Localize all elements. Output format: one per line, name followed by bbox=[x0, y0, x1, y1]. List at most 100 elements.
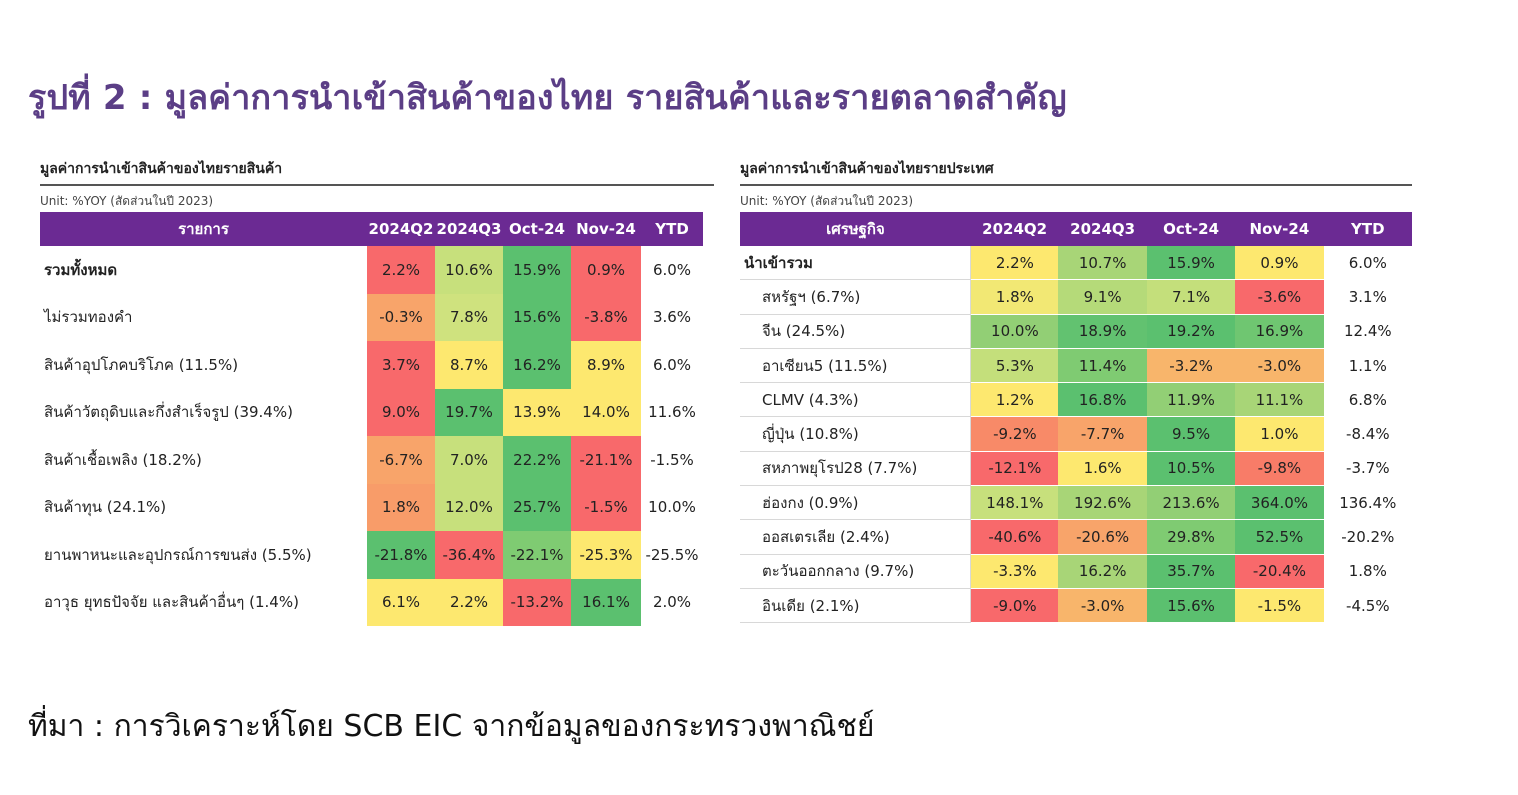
row-label: ญี่ปุ่น (10.8%) bbox=[740, 416, 972, 452]
product-import-table: รายการ 2024Q2 2024Q3 Oct-24 Nov-24 YTD รวมทั้… bbox=[40, 212, 703, 626]
heat-cell: -20.6% bbox=[1058, 519, 1147, 555]
row-label: CLMV (4.3%) bbox=[740, 382, 972, 418]
heat-cell: 29.8% bbox=[1146, 519, 1236, 555]
ytd-cell: 11.6% bbox=[648, 403, 696, 422]
row-label: สินค้าอุปโภคบริโภค (11.5%) bbox=[44, 355, 239, 374]
table-header-row: รายการ 2024Q2 2024Q3 Oct-24 Nov-24 YTD bbox=[40, 212, 703, 246]
figure-title: รูปที่ 2 : มูลค่าการนำเข้าสินค้าของไทย ร… bbox=[28, 78, 1067, 118]
heat-cell: 10.6% bbox=[435, 246, 503, 294]
heat-cell: -3.0% bbox=[1058, 588, 1147, 624]
heat-cell: 1.2% bbox=[970, 382, 1059, 418]
country-table-unit: Unit: %YOY (สัดส่วนในปี 2023) bbox=[740, 194, 914, 208]
column-header: Oct-24 bbox=[503, 212, 571, 246]
heat-cell: 192.6% bbox=[1058, 485, 1147, 521]
column-header: 2024Q3 bbox=[1058, 212, 1147, 246]
ytd-cell: 6.0% bbox=[652, 260, 692, 279]
table-row: สินค้าเชื้อเพลิง (18.2%) -6.7% 7.0% 22.2% -2… bbox=[40, 436, 703, 484]
column-header: 2024Q2 bbox=[367, 212, 435, 246]
heat-cell: 10.0% bbox=[970, 314, 1059, 349]
heat-cell: 16.8% bbox=[1058, 382, 1147, 418]
heat-cell: -1.5% bbox=[1235, 588, 1324, 624]
ytd-cell: 136.4% bbox=[1323, 485, 1412, 521]
heat-cell: -40.6% bbox=[970, 519, 1059, 555]
ytd-cell: 6.0% bbox=[1323, 246, 1412, 281]
heat-cell: 213.6% bbox=[1146, 485, 1236, 521]
row-label: ออสเตรเลีย (2.4%) bbox=[740, 519, 972, 555]
heat-cell: 10.5% bbox=[1146, 451, 1236, 487]
heat-cell: 19.7% bbox=[435, 388, 503, 436]
ytd-cell: 6.0% bbox=[652, 355, 692, 374]
heat-cell: 13.9% bbox=[503, 388, 571, 436]
column-header: Nov-24 bbox=[571, 212, 641, 246]
table-row: สินค้าอุปโภคบริโภค (11.5%) 3.7% 8.7% 16.2% 8… bbox=[40, 341, 703, 389]
heat-cell: 16.2% bbox=[1058, 554, 1147, 589]
heat-cell: 8.9% bbox=[571, 341, 641, 389]
heat-cell: 1.0% bbox=[1235, 416, 1324, 452]
heat-cell: 2.2% bbox=[970, 246, 1059, 281]
ytd-cell: 3.1% bbox=[1323, 279, 1412, 315]
row-label: สินค้าเชื้อเพลิง (18.2%) bbox=[44, 450, 202, 469]
column-header: 2024Q3 bbox=[435, 212, 503, 246]
row-label: รวมทั้งหมด bbox=[44, 260, 118, 279]
column-header: 2024Q2 bbox=[970, 212, 1059, 246]
heat-cell: 11.9% bbox=[1146, 382, 1236, 418]
heat-cell: -9.0% bbox=[970, 588, 1059, 624]
heat-cell: -22.1% bbox=[503, 531, 571, 579]
heat-cell: 2.2% bbox=[435, 578, 503, 626]
heat-cell: -36.4% bbox=[435, 531, 503, 579]
heat-cell: 16.9% bbox=[1235, 314, 1324, 349]
heat-cell: 0.9% bbox=[1235, 246, 1324, 281]
heat-cell: -3.3% bbox=[970, 554, 1059, 589]
table-row: CLMV (4.3%) 1.2% 16.8% 11.9% 11.1% 6.8% bbox=[740, 382, 1412, 418]
table-row: ญี่ปุ่น (10.8%) -9.2% -7.7% 9.5% 1.0% -8.4% bbox=[740, 416, 1412, 452]
heat-cell: 15.6% bbox=[1146, 588, 1236, 624]
column-header: YTD bbox=[1323, 212, 1412, 246]
column-header: Oct-24 bbox=[1146, 212, 1236, 246]
heat-cell: 5.3% bbox=[970, 348, 1059, 384]
heat-cell: 3.7% bbox=[367, 341, 435, 389]
ytd-cell: -8.4% bbox=[1323, 416, 1412, 452]
heat-cell: -3.6% bbox=[1235, 279, 1324, 315]
table-row: ออสเตรเลีย (2.4%) -40.6% -20.6% 29.8% 52.5% -… bbox=[740, 519, 1412, 555]
heat-cell: 14.0% bbox=[571, 388, 641, 436]
heat-cell: -1.5% bbox=[571, 483, 641, 531]
heat-cell: 16.1% bbox=[571, 578, 641, 626]
row-label: สหภาพยุโรป28 (7.7%) bbox=[740, 451, 972, 487]
row-label: อินเดีย (2.1%) bbox=[740, 588, 972, 624]
heat-cell: -20.4% bbox=[1235, 554, 1324, 589]
country-table-title: มูลค่าการนำเข้าสินค้าของไทยรายประเทศ bbox=[740, 158, 1412, 186]
row-label: นำเข้ารวม bbox=[740, 246, 972, 281]
table-row: ตะวันออกกลาง (9.7%) -3.3% 16.2% 35.7% -20.4%… bbox=[740, 554, 1412, 589]
product-import-panel: มูลค่าการนำเข้าสินค้าของไทยรายสินค้า Uni… bbox=[40, 158, 714, 626]
heat-cell: 22.2% bbox=[503, 436, 571, 484]
ytd-cell: 1.1% bbox=[1323, 348, 1412, 384]
table-row: ยานพาหนะและอุปกรณ์การขนส่ง (5.5%) -21.8% -… bbox=[40, 531, 703, 579]
row-label: สินค้าวัตถุดิบและกึ่งสำเร็จรูป (39.4%) bbox=[44, 403, 293, 422]
country-import-table: เศรษฐกิจ 2024Q2 2024Q3 Oct-24 Nov-24 YTD นำเข… bbox=[740, 212, 1412, 624]
table-row: จีน (24.5%) 10.0% 18.9% 19.2% 16.9% 12.4% bbox=[740, 314, 1412, 349]
heat-cell: -9.8% bbox=[1235, 451, 1324, 487]
ytd-cell: 6.8% bbox=[1323, 382, 1412, 418]
ytd-cell: -1.5% bbox=[650, 450, 694, 469]
ytd-cell: 2.0% bbox=[652, 593, 692, 612]
table-row: นำเข้ารวม 2.2% 10.7% 15.9% 0.9% 6.0% bbox=[740, 246, 1412, 281]
heat-cell: 7.0% bbox=[435, 436, 503, 484]
table-row: อาเซียน5 (11.5%) 5.3% 11.4% -3.2% -3.0% 1.1% bbox=[740, 348, 1412, 384]
table-row: อินเดีย (2.1%) -9.0% -3.0% 15.6% -1.5% -4.5% bbox=[740, 588, 1412, 624]
heat-cell: -13.2% bbox=[503, 578, 571, 626]
heat-cell: 0.9% bbox=[571, 246, 641, 294]
heat-cell: 364.0% bbox=[1235, 485, 1324, 521]
heat-cell: 2.2% bbox=[367, 246, 435, 294]
heat-cell: 7.8% bbox=[435, 293, 503, 341]
heat-cell: 1.6% bbox=[1058, 451, 1147, 487]
row-label: ตะวันออกกลาง (9.7%) bbox=[740, 554, 972, 589]
heat-cell: 18.9% bbox=[1058, 314, 1147, 349]
table-row: อาวุธ ยุทธปัจจัย และสินค้าอื่นๆ (1.4%) 6.… bbox=[40, 578, 703, 626]
heat-cell: -12.1% bbox=[970, 451, 1059, 487]
heat-cell: 8.7% bbox=[435, 341, 503, 389]
heat-cell: 16.2% bbox=[503, 341, 571, 389]
table-row: สหภาพยุโรป28 (7.7%) -12.1% 1.6% 10.5% -9.8% -… bbox=[740, 451, 1412, 487]
table-row: รวมทั้งหมด 2.2% 10.6% 15.9% 0.9% 6.0% bbox=[40, 246, 703, 294]
heat-cell: 9.1% bbox=[1058, 279, 1147, 315]
heat-cell: 148.1% bbox=[970, 485, 1059, 521]
